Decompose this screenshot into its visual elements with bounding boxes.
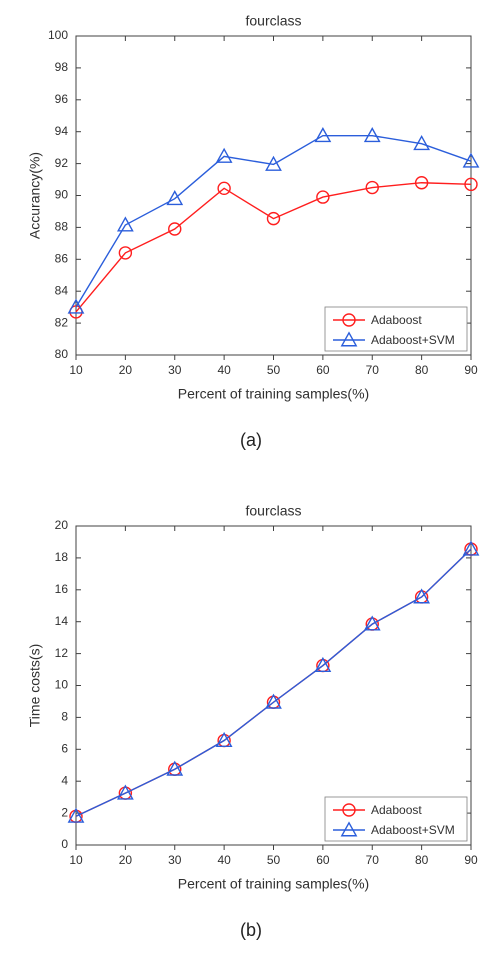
x-axis-label: Percent of training samples(%) <box>178 386 369 402</box>
y-tick-label: 2 <box>61 805 68 819</box>
subcaption-a: (a) <box>0 430 502 451</box>
y-tick-label: 94 <box>55 124 69 138</box>
y-axis-label: Accurancy(%) <box>27 152 43 239</box>
x-tick-label: 60 <box>316 853 330 867</box>
y-tick-label: 88 <box>55 220 69 234</box>
y-tick-label: 86 <box>55 251 69 265</box>
x-tick-label: 30 <box>168 363 182 377</box>
y-tick-label: 18 <box>55 550 69 564</box>
y-tick-label: 14 <box>55 614 69 628</box>
x-tick-label: 40 <box>217 853 231 867</box>
y-tick-label: 10 <box>55 678 69 692</box>
accuracy-chart: fourclass 10 20 30 40 50 60 70 80 90 Percent of tr… <box>16 10 486 410</box>
x-tick-label: 10 <box>69 363 83 377</box>
x-tick-label: 90 <box>464 853 478 867</box>
y-tick-label: 96 <box>55 92 69 106</box>
x-tick-label: 80 <box>415 363 429 377</box>
legend-label-ada_svm: Adaboost+SVM <box>371 823 455 837</box>
x-tick-label: 90 <box>464 363 478 377</box>
legend-label-ada: Adaboost <box>371 313 422 327</box>
x-tick-label: 20 <box>119 363 133 377</box>
x-tick-label: 70 <box>366 853 380 867</box>
page: fourclass102030405060708090Percent of tr… <box>0 0 502 974</box>
y-tick-label: 6 <box>61 741 68 755</box>
y-tick-label: 4 <box>61 773 68 787</box>
y-tick-label: 90 <box>55 188 69 202</box>
x-tick-label: 50 <box>267 363 281 377</box>
legend-label-ada_svm: Adaboost+SVM <box>371 333 455 347</box>
y-tick-label: 80 <box>55 347 69 361</box>
time-chart: fourclass102030405060708090Percent of tr… <box>16 500 486 900</box>
y-tick-label: 8 <box>61 710 68 724</box>
y-tick-label: 98 <box>55 60 69 74</box>
y-tick-label: 12 <box>55 646 69 660</box>
x-tick-label: 40 <box>217 363 231 377</box>
x-tick-label: 10 <box>69 853 83 867</box>
x-tick-label: 30 <box>168 853 182 867</box>
x-tick-label: 60 <box>316 363 330 377</box>
y-tick-label: 92 <box>55 156 69 170</box>
y-axis-label: Time costs(s) <box>27 644 43 727</box>
x-tick-label: 20 <box>119 853 133 867</box>
y-tick-label: 0 <box>61 837 68 851</box>
y-tick-label: 82 <box>55 315 69 329</box>
y-tick-label: 16 <box>55 582 69 596</box>
y-tick-label: 84 <box>55 283 69 297</box>
x-axis-label: Percent of training samples(%) <box>178 876 369 892</box>
y-tick-label: 20 <box>55 518 69 532</box>
subcaption-b: (b) <box>0 920 502 941</box>
chart-title: fourclass <box>245 13 301 29</box>
x-tick-label: 80 <box>415 853 429 867</box>
legend-label-ada: Adaboost <box>371 803 422 817</box>
y-tick-label: 100 <box>48 28 68 42</box>
x-tick-label: 50 <box>267 853 281 867</box>
chart-title: fourclass <box>245 503 301 519</box>
x-tick-label: 70 <box>366 363 380 377</box>
